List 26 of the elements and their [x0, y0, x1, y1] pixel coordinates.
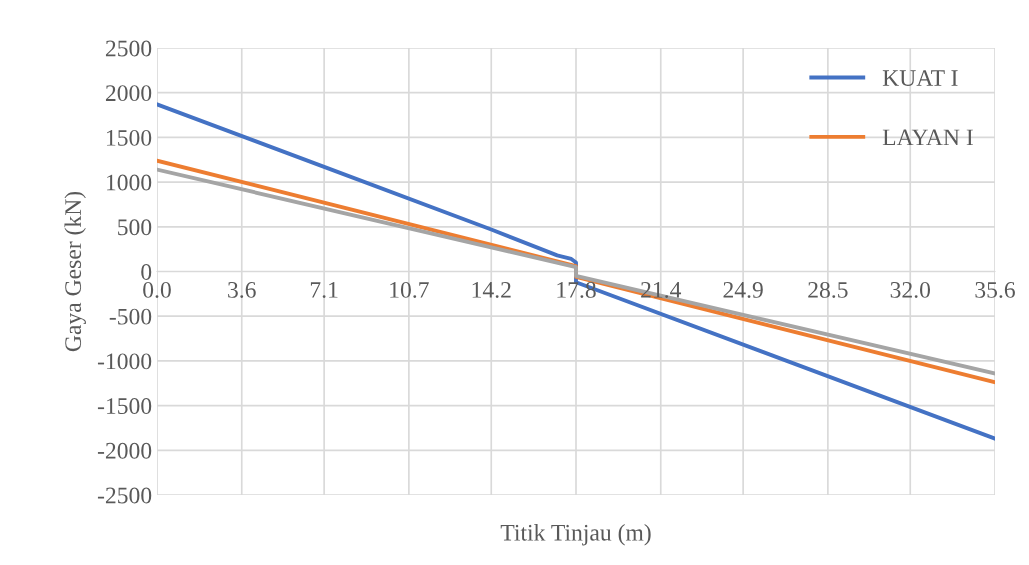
x-tick-label: 32.0 [890, 281, 931, 298]
legend-label: KUAT I [882, 70, 958, 87]
y-tick-label: -1500 [97, 398, 152, 415]
x-tick-label: 21.4 [641, 281, 682, 298]
y-axis-title: Gaya Geser (kN) [64, 191, 86, 352]
x-tick-label: 7.1 [310, 282, 338, 298]
x-tick-label: 10.7 [390, 281, 429, 298]
y-tick-label: 1500 [106, 129, 152, 146]
y-tick-label: -1000 [97, 353, 152, 370]
y-tick-label: -2500 [97, 487, 152, 504]
x-tick-label: 14.2 [472, 281, 511, 298]
x-axis-title: Titik Tinjau (m) [500, 524, 651, 546]
y-tick-label: 2000 [105, 85, 152, 102]
x-tick-label: 17.8 [557, 281, 596, 298]
y-tick-label: 1000 [106, 174, 152, 191]
legend-label: LAYAN I [882, 129, 973, 146]
x-tick-label: 0.0 [143, 281, 171, 298]
x-tick-label: 24.9 [723, 281, 763, 298]
y-tick-label: 500 [118, 219, 152, 236]
x-tick-label: 3.6 [228, 281, 256, 298]
y-tick-label: -2000 [97, 442, 152, 459]
y-tick-label: 0 [141, 263, 152, 280]
y-tick-label: -500 [109, 308, 152, 325]
x-tick-label: 35.6 [975, 281, 1015, 298]
y-tick-label: 2500 [105, 40, 152, 57]
x-tick-label: 28.5 [808, 281, 848, 298]
